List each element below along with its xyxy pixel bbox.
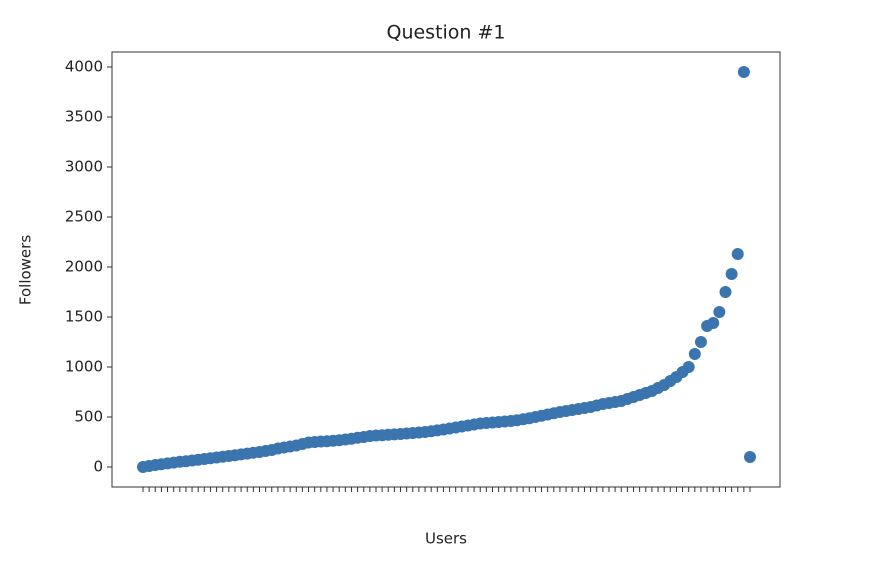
y-tick-label: 1000 [65, 358, 103, 376]
point [707, 317, 720, 329]
point [719, 286, 732, 298]
y-tick-label: 3000 [65, 158, 103, 176]
x-axis-label: Users [425, 530, 467, 548]
y-tick-label: 2500 [65, 208, 103, 226]
chart-title: Question #1 [386, 22, 505, 44]
point [682, 361, 695, 373]
y-tick-label: 0 [93, 458, 103, 476]
y-tick-label: 500 [74, 408, 103, 426]
point [737, 66, 750, 78]
point [731, 248, 744, 260]
point [688, 348, 701, 360]
y-axis-label: Followers [17, 235, 35, 305]
y-tick-label: 2000 [65, 258, 103, 276]
plot-frame [111, 51, 781, 488]
point [744, 451, 756, 463]
y-tick-label: 3500 [65, 108, 103, 126]
y-tick-label: 4000 [65, 58, 103, 76]
point [713, 306, 726, 318]
point [725, 268, 738, 280]
y-tick-label: 1500 [65, 308, 103, 326]
point [694, 336, 707, 348]
